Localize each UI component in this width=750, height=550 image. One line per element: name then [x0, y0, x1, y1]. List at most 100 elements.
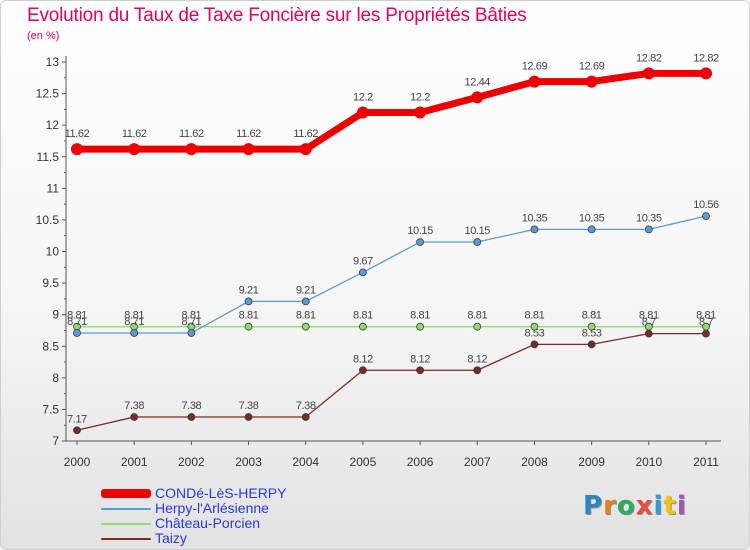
- data-label: 12.82: [636, 52, 662, 64]
- data-label: 11.62: [122, 128, 147, 140]
- data-point: [416, 322, 424, 331]
- x-tick-label: 2004: [292, 455, 319, 469]
- data-point: [473, 322, 482, 331]
- x-tick-label: 2011: [693, 455, 719, 469]
- y-tick-label: 12.5: [36, 87, 60, 101]
- data-point: [414, 106, 427, 119]
- data-label: 9.21: [296, 284, 316, 296]
- data-label: 8.81: [582, 310, 602, 322]
- legend-item: Château-Porcien: [101, 516, 286, 531]
- data-point: [187, 329, 196, 337]
- data-label: 7.38: [124, 400, 144, 412]
- data-label: 8.81: [296, 310, 316, 322]
- chart-axes: 7 7.5 8 8.5 9 9.5 10 10.5 11 11.5 12 12.5 13 2000 2001…: [36, 55, 721, 469]
- chart-subtitle: (en %): [27, 30, 60, 42]
- data-label: 7.38: [239, 400, 259, 412]
- series-2: 8.81 8.81 8.81 8.81 8.81 8.81 8.81 8.81 8.81 8.81…: [67, 310, 717, 331]
- x-tick-label: 2007: [464, 455, 491, 469]
- logo-letter: t: [663, 491, 677, 521]
- legend-label: Taizy: [155, 530, 187, 546]
- data-label: 10.15: [407, 225, 433, 237]
- data-label: 8.53: [582, 327, 602, 339]
- data-point: [587, 322, 596, 331]
- x-tick-label: 2006: [407, 455, 434, 469]
- data-point: [642, 67, 655, 80]
- data-point: [128, 143, 141, 156]
- legend-label: Herpy-l'Arlésienne: [155, 500, 269, 516]
- data-label: 8.71: [124, 316, 144, 328]
- data-point: [416, 366, 424, 375]
- y-tick-label: 7: [52, 434, 59, 448]
- data-point: [473, 238, 482, 246]
- legend-label: CONDé-LèS-HERPY: [155, 485, 287, 501]
- data-point: [301, 297, 310, 306]
- chart-legend: CONDé-LèS-HERPY Herpy-l'Arlésienne Château…: [101, 486, 286, 546]
- data-point: [301, 322, 310, 331]
- logo-letter: r: [603, 491, 617, 521]
- x-tick-label: 2008: [521, 455, 548, 469]
- data-point: [242, 143, 255, 156]
- data-point: [702, 329, 710, 338]
- x-tick-label: 2002: [178, 455, 205, 469]
- legend-label: Château-Porcien: [155, 515, 261, 531]
- legend-swatch: [101, 537, 151, 540]
- data-point: [530, 340, 539, 349]
- data-point: [244, 413, 253, 421]
- data-point: [416, 238, 424, 246]
- x-tick-label: 2009: [578, 455, 605, 469]
- data-point: [130, 413, 139, 421]
- x-tick-label: 2001: [121, 455, 148, 469]
- data-label: 8.81: [181, 310, 201, 322]
- data-point: [644, 329, 653, 338]
- data-point: [299, 143, 312, 156]
- data-point: [73, 426, 81, 435]
- data-label: 7.17: [67, 413, 87, 425]
- data-point: [700, 67, 712, 80]
- data-label: 8.71: [67, 316, 87, 328]
- data-point: [530, 225, 539, 234]
- data-point: [356, 106, 369, 119]
- data-label: 8.81: [353, 310, 373, 322]
- chart-title: Evolution du Taux de Taxe Foncière sur l…: [27, 5, 527, 26]
- data-point: [471, 91, 484, 104]
- data-label: 10.35: [636, 212, 662, 224]
- data-label: 8.81: [525, 310, 545, 322]
- data-point: [528, 75, 541, 88]
- data-point: [702, 212, 710, 221]
- series-line: [77, 215, 707, 334]
- data-label: 8.81: [67, 310, 87, 322]
- series-0: 11.62 11.62 11.62 11.62 11.62 12.2 12.2 12.44 12…: [65, 52, 719, 156]
- chart-series: 7.17 7.38 7.38 7.38 7.38 8.12 8.12 8.12 8.53 8.53…: [65, 52, 719, 435]
- data-point: [702, 322, 710, 331]
- data-point: [359, 366, 367, 375]
- series-line: [77, 69, 706, 153]
- data-label: 10.35: [522, 212, 548, 224]
- data-point: [187, 413, 196, 421]
- data-label: 8.81: [639, 310, 659, 322]
- y-tick-label: 10: [46, 245, 60, 259]
- series-line: [76, 332, 706, 431]
- logo-letter: i: [676, 491, 687, 521]
- x-tick-label: 2010: [635, 455, 662, 469]
- data-point: [244, 322, 253, 331]
- data-label: 10.56: [693, 199, 719, 211]
- x-tick-label: 2005: [350, 455, 377, 469]
- data-label: 8.81: [696, 310, 716, 322]
- data-point: [644, 225, 653, 234]
- y-tick-label: 9: [52, 308, 59, 322]
- legend-swatch: [101, 507, 151, 510]
- data-point: [130, 329, 139, 337]
- logo-letter: o: [616, 491, 636, 521]
- data-label: 8.81: [124, 310, 144, 322]
- data-label: 8.12: [467, 353, 487, 365]
- logo-letter: P: [583, 491, 604, 521]
- data-label: 12.69: [579, 61, 605, 73]
- data-label: 11.62: [65, 128, 90, 140]
- data-label: 7.38: [296, 400, 316, 412]
- proxiti-logo: Proxiti: [583, 491, 687, 521]
- data-point: [530, 322, 539, 331]
- data-point: [585, 75, 598, 88]
- data-label: 10.35: [579, 212, 605, 224]
- data-point: [301, 413, 310, 421]
